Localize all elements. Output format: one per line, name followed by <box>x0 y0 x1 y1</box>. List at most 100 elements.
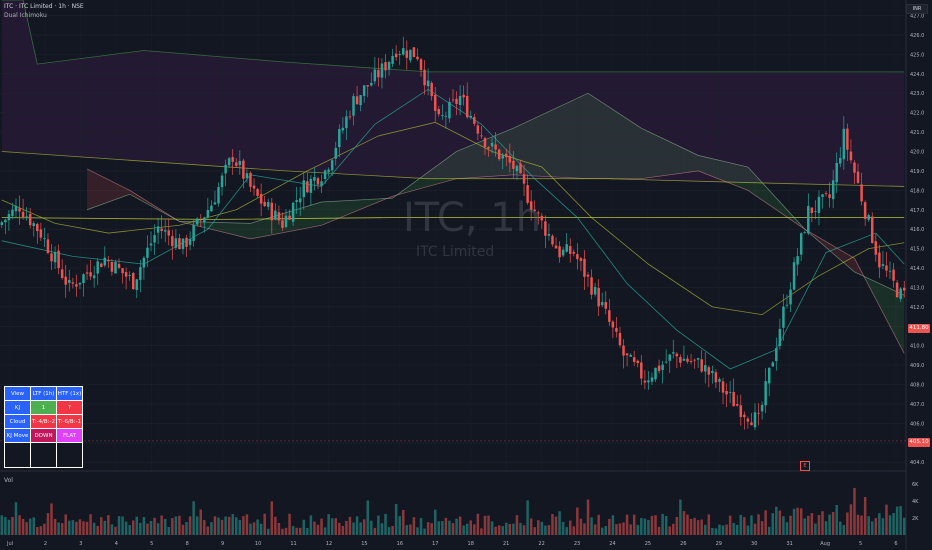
y-tick-label: 406.0 <box>910 421 924 427</box>
ltf-cloud-segment <box>133 192 137 199</box>
currency-button[interactable]: INR <box>906 4 928 14</box>
ltf-cloud-segment <box>580 94 585 179</box>
candle-body <box>700 359 703 372</box>
ltf-cloud-segment <box>492 135 496 177</box>
ltf-cloud-segment <box>214 222 219 232</box>
volume-bar <box>565 527 568 535</box>
table-cell-kj-htf: ? <box>56 400 83 415</box>
price-axis[interactable] <box>906 0 932 550</box>
ltf-cloud-segment <box>616 111 620 179</box>
volume-bar <box>135 516 139 535</box>
candle-body <box>526 185 529 203</box>
earnings-event-marker[interactable]: E <box>800 461 810 471</box>
table-cell-cloud-ltf: T:-4/B:-2 <box>30 414 57 429</box>
candle-body <box>448 101 451 119</box>
volume-bar <box>96 525 99 535</box>
candle-body <box>36 223 39 232</box>
candle-body <box>824 192 828 194</box>
ltf-cloud-segment <box>239 223 244 238</box>
volume-bar <box>572 526 576 535</box>
volume-bar <box>57 522 60 535</box>
candle-body <box>863 202 867 219</box>
volume-bar <box>664 515 668 535</box>
ltf-cloud-segment <box>605 104 610 179</box>
y-tick-label: 419.0 <box>910 169 924 175</box>
candle-body <box>718 379 721 382</box>
volume-bar <box>707 514 711 535</box>
ltf-cloud-segment <box>204 222 208 229</box>
candle-body <box>725 390 728 395</box>
volume-bar <box>238 520 242 535</box>
volume-bar <box>814 523 817 535</box>
volume-bar <box>871 521 874 535</box>
ltf-cloud-segment <box>698 155 702 173</box>
chart-title[interactable]: ITC · ITC Limited · 1h · NSE <box>4 3 84 10</box>
volume-bar <box>704 524 707 535</box>
candle-body <box>320 181 323 186</box>
candle-body <box>430 82 433 97</box>
ltf-cloud-segment <box>726 162 731 184</box>
ltf-cloud-segment <box>90 170 95 209</box>
candle-body <box>565 244 568 252</box>
volume-bar <box>839 521 842 535</box>
ltf-cloud-segment <box>527 119 532 176</box>
candle-body <box>213 202 217 205</box>
candle-body <box>519 163 522 174</box>
candle-body <box>277 212 281 221</box>
x-tick-label: 24 <box>609 541 615 547</box>
ltf-cloud-segment <box>474 142 478 178</box>
volume-bar <box>437 521 441 535</box>
ltf-cloud-segment <box>250 222 255 239</box>
volume-bar <box>455 518 458 535</box>
candle-body <box>590 277 593 295</box>
volume-bar <box>249 523 252 535</box>
volume-bar <box>789 515 792 535</box>
x-tick-label: 6 <box>894 541 897 547</box>
volume-bar <box>387 527 391 535</box>
volume-bar <box>32 517 35 535</box>
volume-bar <box>750 515 753 535</box>
volume-bar <box>807 515 810 535</box>
volume-bar <box>245 514 249 535</box>
volume-bar <box>863 496 867 535</box>
volume-bar <box>394 504 398 535</box>
volume-bar <box>82 521 85 535</box>
candle-body <box>775 347 778 362</box>
ltf-cloud-segment <box>232 222 237 236</box>
volume-label[interactable]: Vol <box>4 477 13 484</box>
candle-body <box>618 332 622 346</box>
candle-body <box>185 237 188 247</box>
candle-body <box>636 360 639 364</box>
ltf-cloud-segment <box>200 221 205 228</box>
indicator-label[interactable]: Dual Ichimoku <box>4 12 47 19</box>
ltf-cloud-segment <box>264 218 269 237</box>
volume-bar <box>259 523 263 535</box>
candle-body <box>899 288 902 299</box>
volume-bar <box>370 520 373 535</box>
candle-body <box>796 256 799 265</box>
volume-bar <box>391 525 394 535</box>
candle-body <box>767 367 771 384</box>
ltf-cloud-segment <box>627 118 631 179</box>
x-tick-label: 8 <box>186 541 189 547</box>
htf-upper-line <box>1 0 905 73</box>
candle-body <box>366 85 369 87</box>
ltf-cloud-segment <box>435 164 439 185</box>
candle-body <box>696 358 700 360</box>
ltf-cloud-segment <box>463 147 468 179</box>
candle-body <box>0 222 4 225</box>
candle-body <box>348 116 352 118</box>
candle-body <box>405 50 409 58</box>
ltf-cloud-segment <box>673 143 677 175</box>
ltf-cloud-segment <box>595 97 599 179</box>
candle-body <box>110 262 114 272</box>
ltf-cloud-segment <box>651 133 656 178</box>
volume-bar <box>554 516 558 535</box>
volume-bar <box>295 527 298 535</box>
volume-bar <box>661 513 664 535</box>
volume-bar <box>334 518 337 535</box>
y-tick-label: 414.0 <box>910 266 924 272</box>
candle-body <box>501 155 504 159</box>
